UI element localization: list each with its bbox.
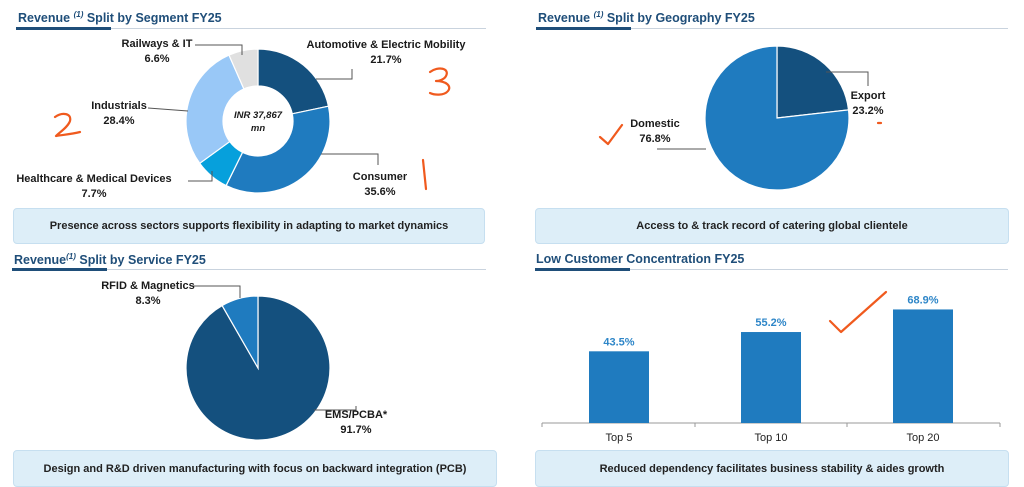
divider	[16, 28, 486, 29]
leader-line	[195, 44, 243, 55]
pie-slice-domestic	[704, 45, 850, 191]
customer-title: Low Customer Concentration FY25	[536, 252, 745, 266]
bar-value-label: 55.2%	[755, 317, 786, 329]
leader-line	[147, 107, 189, 112]
data-label: Export 23.2%	[850, 90, 886, 117]
divider	[12, 269, 486, 270]
donut-center-total: INR 37,867 mn	[233, 110, 283, 134]
leader-line	[188, 171, 213, 182]
segment-caption: Presence across sectors supports flexibi…	[13, 208, 485, 244]
title-accent-bar	[16, 27, 111, 30]
bar-value-label: 43.5%	[603, 336, 634, 348]
handwritten-check-mark	[598, 123, 624, 146]
geography-caption: Access to & track record of catering glo…	[535, 208, 1009, 244]
pie-slice-consumer	[225, 105, 331, 194]
title-accent-bar	[536, 27, 631, 30]
pie-slice-export	[776, 45, 850, 119]
pie-slice-industrials	[185, 54, 245, 165]
title-accent-bar	[12, 268, 107, 271]
leader-line	[826, 71, 869, 86]
data-label: Domestic 76.8%	[630, 118, 680, 145]
segment-title: Revenue (1) Split by Segment FY25	[18, 10, 222, 26]
data-label: Industrials 28.4%	[91, 100, 147, 127]
data-label: Consumer 35.6%	[352, 171, 408, 198]
pie-slice-railways-it	[228, 48, 259, 90]
leader-line	[321, 153, 379, 165]
geography-title: Revenue (1) Split by Geography FY25	[538, 10, 755, 26]
x-tick-label: Top 10	[754, 432, 787, 444]
pie-slice-rfid-magnetics	[221, 295, 259, 371]
x-tick-label: Top 20	[906, 432, 939, 444]
customer-caption: Reduced dependency facilitates business …	[535, 450, 1009, 487]
leader-line	[192, 285, 241, 298]
leader-line	[316, 69, 353, 80]
service-caption: Design and R&D driven manufacturing with…	[13, 450, 497, 487]
title-accent-bar	[535, 268, 630, 271]
bar-top-20	[893, 309, 953, 423]
handwritten-1-mark	[421, 158, 428, 191]
handwritten-check-mark	[828, 290, 888, 334]
data-label: Automotive & Electric Mobility 21.7%	[306, 39, 466, 66]
divider	[536, 28, 1008, 29]
handwritten-2-mark	[53, 112, 82, 138]
service-title: Revenue(1) Split by Service FY25	[14, 252, 206, 268]
data-label: RFID & Magnetics 8.3%	[101, 280, 195, 307]
bar-top-10	[741, 332, 801, 423]
divider	[535, 269, 1008, 270]
leader-line	[314, 406, 357, 411]
bar-top-5	[589, 351, 649, 423]
data-label: Railways & IT 6.6%	[121, 38, 193, 65]
data-label: EMS/PCBA* 91.7%	[324, 409, 388, 436]
data-label: Healthcare & Medical Devices 7.7%	[16, 173, 172, 200]
x-tick-label: Top 5	[606, 432, 633, 444]
handwritten-3-mark	[428, 67, 451, 96]
bar-value-label: 68.9%	[907, 294, 938, 306]
